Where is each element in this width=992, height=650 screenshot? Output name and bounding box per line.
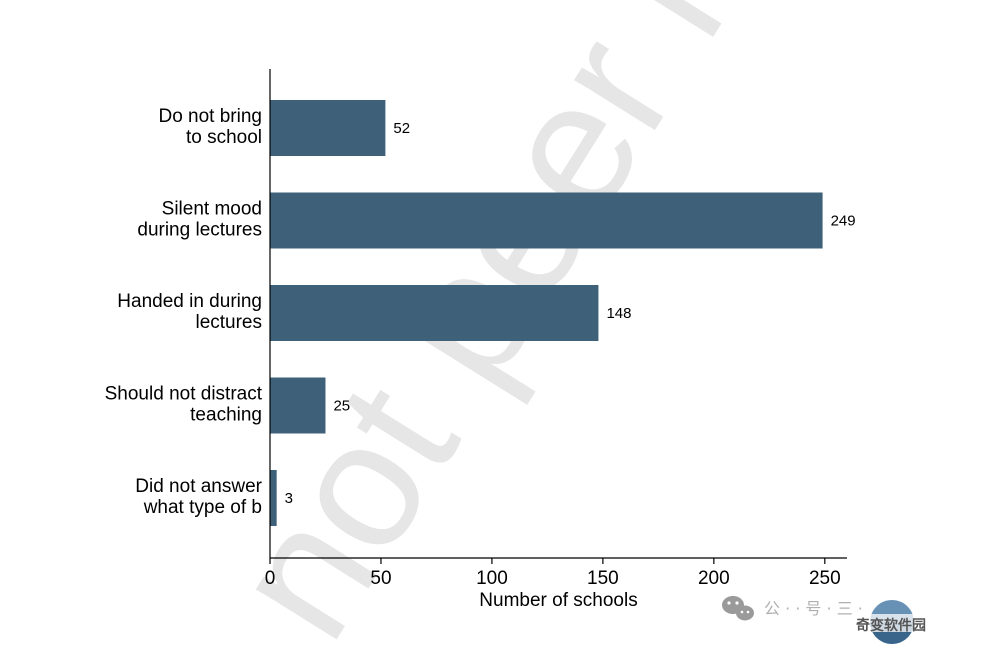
category-label-line: lectures bbox=[195, 312, 262, 333]
plot-area: 52 Do not bring to school 249 Silent mood dur… bbox=[105, 100, 856, 526]
bar bbox=[270, 285, 599, 341]
category-label: Handed in during lectures bbox=[117, 291, 262, 333]
x-tick-label: 0 bbox=[265, 568, 276, 589]
x-tick-label: 50 bbox=[370, 568, 391, 589]
x-tick-label: 250 bbox=[809, 568, 841, 589]
category-label-line: during lectures bbox=[137, 220, 262, 241]
category-label-line: what type of b bbox=[143, 497, 262, 518]
bar bbox=[270, 192, 823, 249]
channel-name: 公 · · 号 · 三 · bbox=[764, 599, 863, 618]
x-axis-title: Number of schools bbox=[479, 590, 637, 611]
category-label-line: Did not answer bbox=[135, 476, 262, 497]
bar bbox=[270, 377, 326, 434]
category-label: Did not answer what type of b bbox=[135, 476, 262, 518]
category-label-line: Do not bring bbox=[158, 106, 262, 127]
category-label-line: to school bbox=[186, 127, 262, 148]
data-label: 25 bbox=[333, 398, 350, 415]
category-label-line: teaching bbox=[190, 405, 262, 426]
data-label: 3 bbox=[285, 490, 293, 507]
site-name: 奇变软件园 bbox=[856, 617, 926, 634]
site-logo-icon bbox=[866, 600, 920, 644]
bar bbox=[270, 100, 386, 156]
x-tick-label: 200 bbox=[698, 568, 730, 589]
x-axis-ticks: 0 50 100 150 200 250 bbox=[265, 558, 841, 589]
category-label-line: Should not distract bbox=[105, 384, 263, 405]
category-label: Silent mood during lectures bbox=[137, 199, 262, 241]
data-label: 52 bbox=[393, 120, 410, 137]
category-label: Do not bring to school bbox=[158, 106, 262, 148]
data-label: 148 bbox=[606, 305, 631, 322]
category-label-line: Silent mood bbox=[162, 199, 262, 220]
wechat-icon bbox=[722, 596, 754, 621]
data-label: 249 bbox=[831, 213, 856, 230]
footer-badge: 公 · · 号 · 三 · 奇变软件园 bbox=[722, 596, 926, 644]
bar bbox=[270, 470, 277, 526]
category-label-line: Handed in during bbox=[117, 291, 262, 312]
x-tick-label: 100 bbox=[476, 568, 508, 589]
x-tick-label: 150 bbox=[587, 568, 619, 589]
category-label: Should not distract teaching bbox=[105, 384, 263, 426]
